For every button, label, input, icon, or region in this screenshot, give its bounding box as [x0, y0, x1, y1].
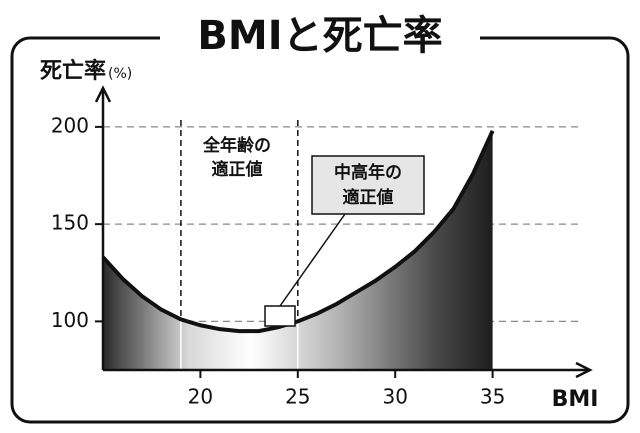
y-arrow — [94, 85, 112, 103]
curve — [101, 129, 495, 334]
area — [103, 130, 493, 370]
x-tick-label: 30 — [382, 385, 407, 409]
x-tick-label: 35 — [480, 385, 505, 409]
chart-title: BMIと死亡率 — [197, 13, 442, 59]
y-tick-label: 150 — [51, 211, 89, 235]
callout-line — [279, 213, 346, 307]
y-tick-label: 200 — [51, 113, 89, 137]
axes — [101, 88, 590, 372]
annotation: 全年齢の — [202, 135, 271, 156]
x-arrow — [575, 361, 593, 379]
title-bg — [160, 10, 480, 62]
y-unit: (%) — [108, 66, 132, 82]
x-tick-label: 20 — [188, 385, 213, 409]
callout-text: 適正値 — [343, 187, 394, 208]
x-label: BMI — [552, 387, 599, 412]
y-tick-label: 100 — [51, 308, 89, 332]
callout-box — [311, 155, 425, 215]
x-tick-label: 25 — [285, 385, 310, 409]
annotation: 適正値 — [212, 159, 263, 180]
callout-target — [264, 305, 296, 327]
y-label: 死亡率 — [40, 58, 106, 84]
callout-text: 中高年の — [334, 162, 402, 183]
